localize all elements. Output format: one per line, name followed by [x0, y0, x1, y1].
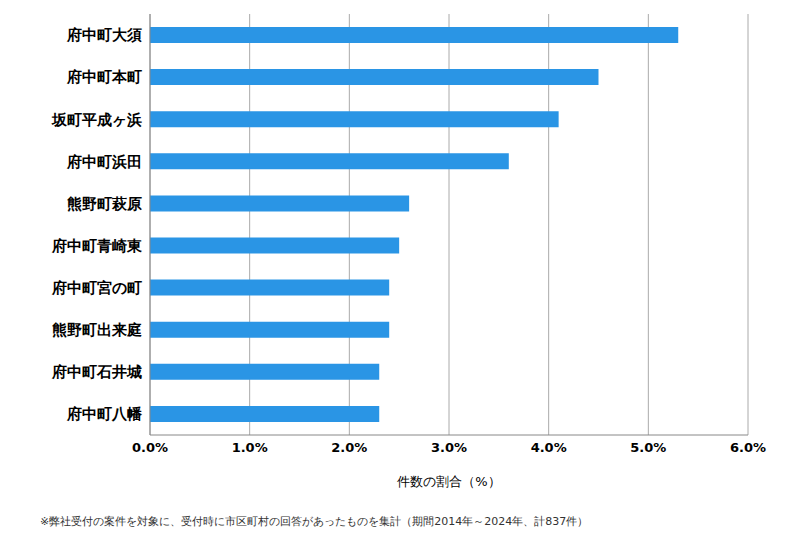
svg-text:府中町本町: 府中町本町: [66, 68, 142, 86]
svg-text:2.0%: 2.0%: [331, 440, 367, 455]
svg-text:坂町平成ヶ浜: 坂町平成ヶ浜: [51, 111, 142, 129]
svg-text:府中町石井城: 府中町石井城: [51, 363, 142, 381]
svg-text:府中町八幡: 府中町八幡: [66, 405, 143, 423]
svg-text:1.0%: 1.0%: [232, 440, 268, 455]
svg-text:0.0%: 0.0%: [132, 440, 168, 455]
svg-text:6.0%: 6.0%: [730, 440, 766, 455]
svg-text:府中町青崎東: 府中町青崎東: [51, 237, 143, 255]
svg-text:府中町浜田: 府中町浜田: [66, 153, 142, 171]
svg-text:府中町宮の町: 府中町宮の町: [51, 279, 142, 297]
svg-text:件数の割合（%）: 件数の割合（%）: [397, 474, 500, 489]
svg-text:熊野町出来庭: 熊野町出来庭: [52, 321, 142, 339]
svg-text:熊野町萩原: 熊野町萩原: [67, 195, 142, 213]
svg-text:4.0%: 4.0%: [531, 440, 567, 455]
html-text:※弊社受付の案件を対象に、受付時に市区町村の回答があったもの: ※弊社受付の案件を対象に、受付時に市区町村の回答があったものを集計（期間2014…: [40, 515, 589, 528]
svg-text:5.0%: 5.0%: [630, 440, 666, 455]
svg-text:府中町大須: 府中町大須: [66, 26, 142, 44]
svg-text:3.0%: 3.0%: [431, 440, 467, 455]
